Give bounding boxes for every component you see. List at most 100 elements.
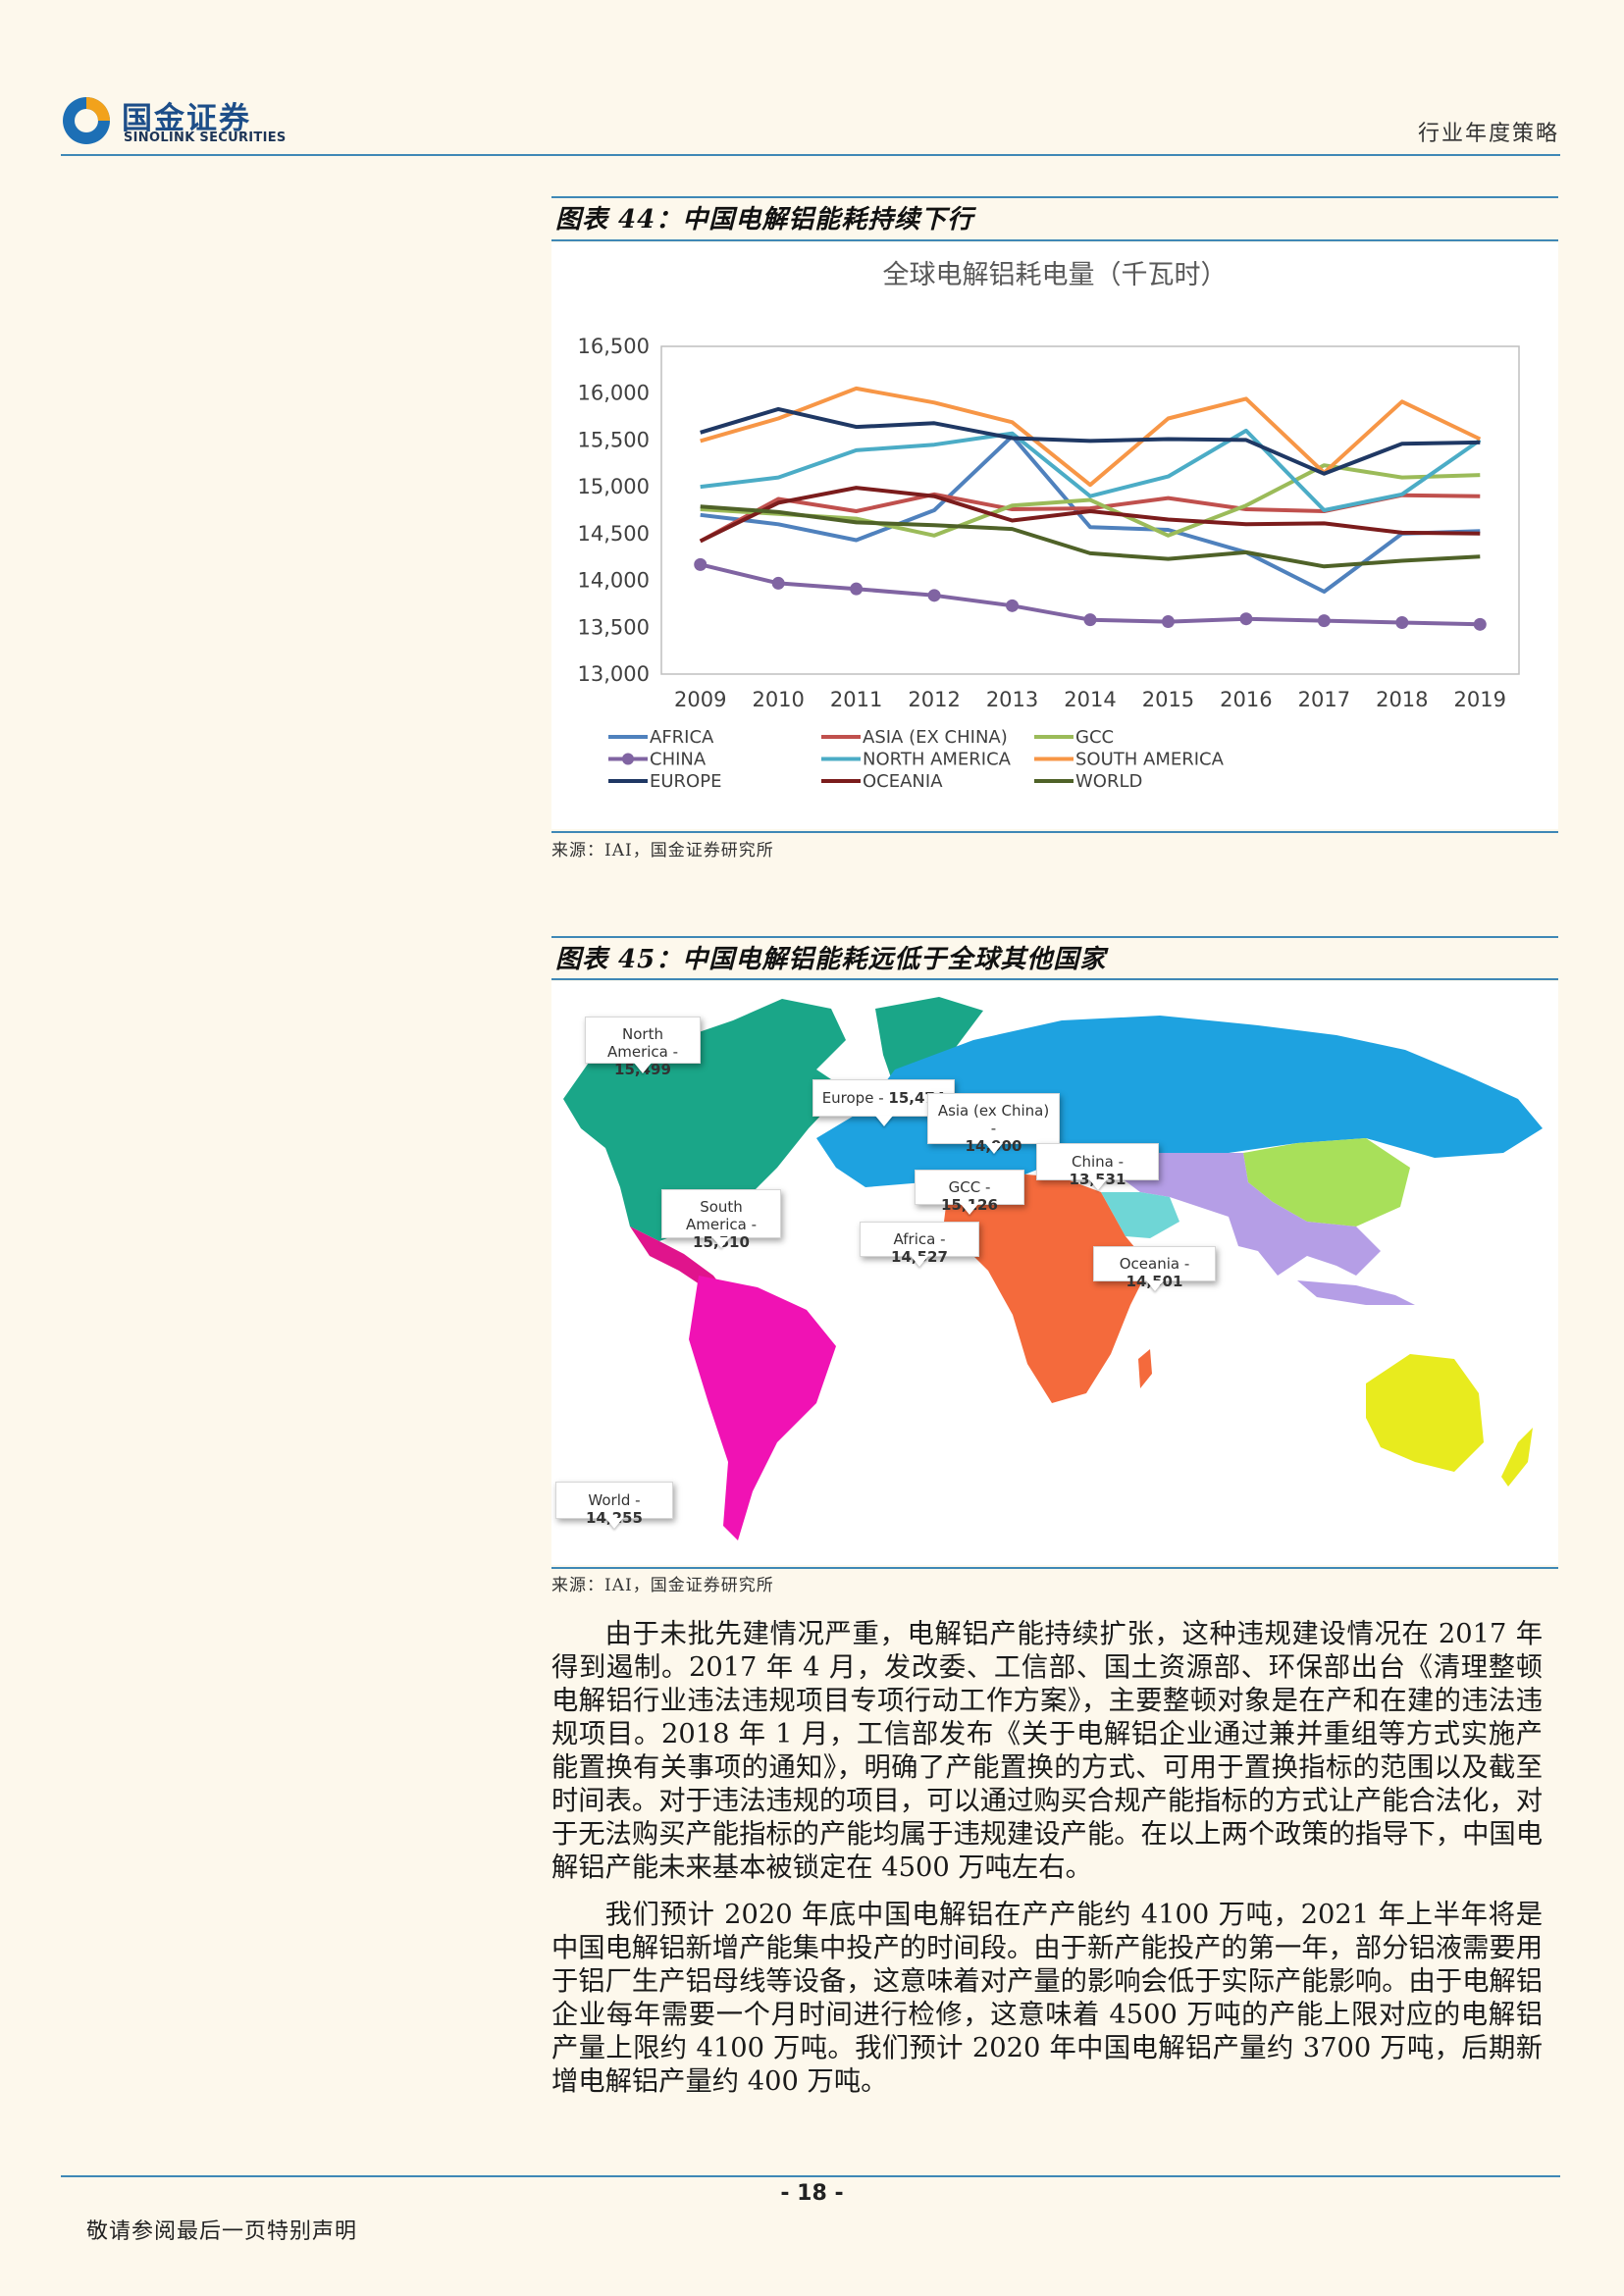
header-divider	[61, 154, 1560, 156]
report-type: 行业年度策略	[1417, 122, 1559, 146]
plot-area-frame	[660, 345, 1520, 675]
callout-label: Africa -	[893, 1230, 946, 1248]
figure45-title: 图表 45：中国电解铝能耗远低于全球其他国家	[555, 945, 1107, 974]
series-line-africa	[700, 434, 1481, 594]
x-tick-label: 2019	[1454, 688, 1506, 711]
x-tick-label: 2010	[752, 688, 804, 711]
region-greenland	[875, 997, 983, 1089]
legend-label: OCEANIA	[863, 771, 943, 792]
legend-label: EUROPE	[650, 771, 721, 792]
energy-consumption-chart: 全球电解铝耗电量（千瓦时） 16,500 16,000 15,500 15,000 14…	[551, 242, 1558, 829]
y-axis: 16,500 16,000 15,500 15,000 14,500 14,000 13,5…	[578, 335, 650, 686]
callout-value: 14,255	[586, 1509, 643, 1527]
body-paragraph-1: 由于未批先建情况严重，电解铝产能持续扩张，这种违规建设情况在 2017 年得到遏…	[551, 1619, 1543, 1883]
x-tick-label: 2015	[1142, 688, 1194, 711]
x-axis: 2009 2010 2011 2012 2013 2014 2015 2016 2017 2018…	[674, 688, 1506, 711]
company-logo: 国金证券 SINOLINK SECURITIES	[61, 93, 296, 152]
figure45-bottom-rule	[551, 1567, 1558, 1569]
callout-label: Asia (ex China) -	[937, 1102, 1050, 1137]
region-south-america	[689, 1276, 836, 1540]
region-china	[1243, 1138, 1410, 1226]
x-tick-label: 2009	[674, 688, 726, 711]
callout-label: GCC -	[948, 1178, 991, 1196]
line-chart: 全球电解铝耗电量（千瓦时） 16,500 16,000 15,500 15,000 14…	[578, 260, 1520, 792]
callout-label: China -	[1071, 1153, 1125, 1171]
region-asia-south	[1101, 1153, 1381, 1276]
legend-label: WORLD	[1075, 771, 1142, 792]
callout-value: 15,499	[614, 1061, 671, 1078]
figure45-top-rule	[551, 936, 1558, 938]
region-gcc	[1101, 1192, 1179, 1238]
data-point	[1083, 613, 1097, 627]
callout-north-america: North America -15,499	[585, 1017, 701, 1078]
callout-label: World -	[588, 1491, 641, 1509]
series-line-world	[700, 504, 1481, 569]
legend-label: GCC	[1075, 727, 1114, 748]
logo-icon	[63, 97, 110, 144]
x-tick-label: 2018	[1376, 688, 1428, 711]
y-tick-label: 14,500	[578, 522, 650, 546]
data-point	[1161, 615, 1175, 629]
data-point	[850, 582, 864, 596]
series-line-oceania	[699, 486, 1481, 544]
figure44-top-rule	[551, 196, 1558, 198]
x-tick-label: 2016	[1220, 688, 1272, 711]
legend-label: NORTH AMERICA	[863, 750, 1012, 770]
callout-label: Europe -	[821, 1089, 884, 1107]
x-tick-label: 2013	[986, 688, 1038, 711]
figure44-source: 来源：IAI，国金证券研究所	[551, 841, 774, 861]
callout-label: Oceania -	[1119, 1255, 1190, 1273]
legend-label: CHINA	[650, 750, 707, 770]
data-point	[1317, 614, 1331, 628]
callout-label: South America -	[685, 1198, 758, 1233]
legend-label: AFRICA	[650, 727, 714, 748]
callout-oceania: Oceania - 14,501	[1093, 1246, 1216, 1290]
callout-value: 14,900	[965, 1137, 1022, 1155]
series-line-europe	[700, 406, 1481, 476]
y-tick-label: 16,500	[578, 335, 650, 358]
x-tick-label: 2011	[830, 688, 882, 711]
footer-divider	[61, 2175, 1560, 2177]
disclaimer-note: 敬请参阅最后一页特别声明	[86, 2219, 358, 2244]
figure44-title: 图表 44：中国电解铝能耗持续下行	[555, 205, 974, 235]
world-map	[563, 997, 1543, 1540]
callout-south-america: South America -15,510	[661, 1189, 781, 1251]
y-tick-label: 14,000	[578, 569, 650, 593]
chart-title: 全球电解铝耗电量（千瓦时）	[883, 260, 1228, 290]
callout-label: North America -	[606, 1025, 679, 1061]
callout-gcc: GCC - 15,126	[915, 1170, 1024, 1214]
data-point	[1473, 617, 1487, 631]
series-line-north-america	[700, 428, 1482, 512]
region-oceania	[1366, 1354, 1484, 1472]
callout-value: 14,527	[891, 1248, 948, 1266]
data-point	[694, 557, 707, 571]
logo-text-en: SINOLINK SECURITIES	[124, 130, 287, 145]
y-tick-label: 13,500	[578, 615, 650, 639]
legend-label: SOUTH AMERICA	[1075, 750, 1225, 770]
series-line-south-america	[700, 386, 1482, 488]
chart-series	[694, 386, 1487, 631]
logo-text-cn: 国金证券	[122, 101, 251, 136]
figure44-bottom-rule	[551, 831, 1558, 833]
chart-legend: AFRICA ASIA (EX CHINA) GCC CHINA NORTH AMERI…	[608, 727, 1225, 792]
region-africa	[944, 1173, 1150, 1403]
callout-asia: Asia (ex China) -14,900	[927, 1093, 1060, 1155]
y-tick-label: 16,000	[578, 382, 650, 405]
figure45-title-rule	[551, 978, 1558, 980]
callout-value: 15,126	[941, 1196, 998, 1214]
x-tick-label: 2017	[1298, 688, 1350, 711]
y-tick-label: 13,000	[578, 662, 650, 686]
legend-label: ASIA (EX CHINA)	[863, 727, 1008, 748]
callout-value: 14,501	[1126, 1273, 1183, 1290]
y-tick-label: 15,000	[578, 475, 650, 498]
callout-world: World - 14,255	[555, 1482, 673, 1527]
data-point	[1239, 612, 1253, 626]
callout-africa: Africa - 14,527	[860, 1222, 979, 1266]
data-point	[771, 576, 785, 590]
region-madagascar	[1138, 1349, 1152, 1388]
data-point	[1395, 616, 1409, 630]
figure45-source: 来源：IAI，国金证券研究所	[551, 1576, 774, 1595]
y-tick-label: 15,500	[578, 428, 650, 451]
x-tick-label: 2014	[1064, 688, 1116, 711]
data-point	[927, 589, 941, 602]
